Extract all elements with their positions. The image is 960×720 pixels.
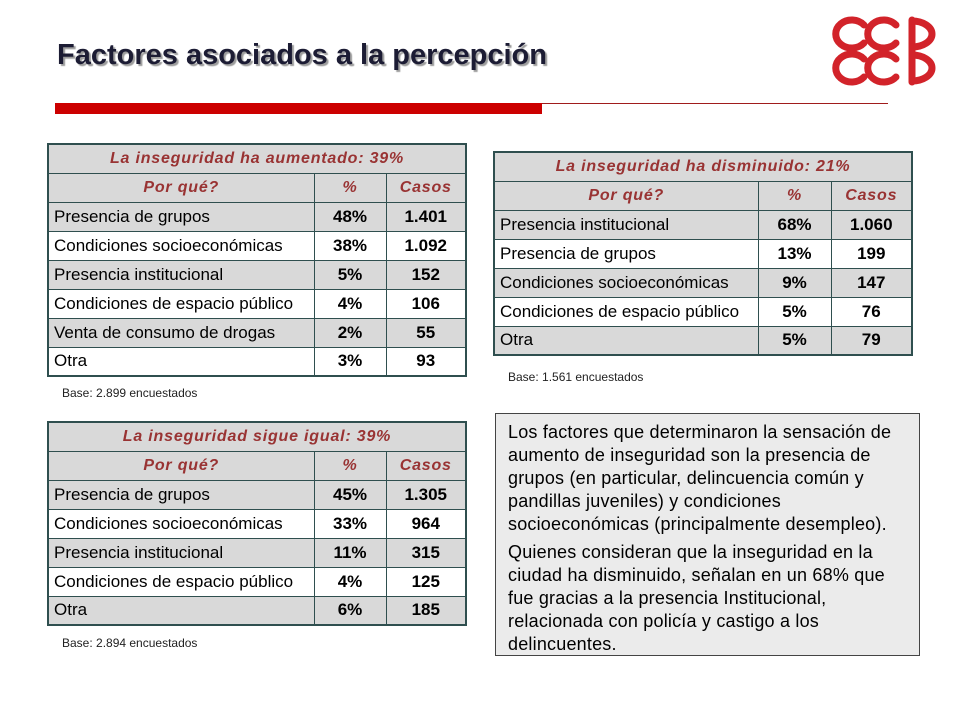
- table-row: Presencia institucional 11% 315: [47, 537, 467, 568]
- percent-cell: 11%: [313, 537, 387, 568]
- reason-cell: Otra: [47, 595, 315, 626]
- column-header-cases: Casos: [385, 172, 467, 203]
- table-title: La inseguridad ha aumentado: 39%: [47, 143, 467, 174]
- reason-cell: Condiciones socioeconómicas: [47, 508, 315, 539]
- cases-cell: 315: [385, 537, 467, 568]
- table-row: Presencia de grupos 45% 1.305: [47, 479, 467, 510]
- column-header-cases: Casos: [385, 450, 467, 481]
- table-title: La inseguridad ha disminuido: 21%: [493, 151, 913, 182]
- reason-cell: Presencia institucional: [47, 537, 315, 568]
- reason-cell: Condiciones de espacio público: [47, 288, 315, 319]
- table-sigue-igual: La inseguridad sigue igual: 39% Por qué?…: [47, 421, 467, 626]
- percent-cell: 5%: [757, 296, 832, 327]
- percent-cell: 68%: [757, 209, 832, 240]
- table-row: Otra 5% 79: [493, 325, 913, 356]
- cases-cell: 93: [385, 346, 467, 377]
- percent-cell: 9%: [757, 267, 832, 298]
- table-row: Condiciones socioeconómicas 38% 1.092: [47, 230, 467, 261]
- percent-cell: 4%: [313, 288, 387, 319]
- cases-cell: 152: [385, 259, 467, 290]
- table-row: Venta de consumo de drogas 2% 55: [47, 317, 467, 348]
- cases-cell: 55: [385, 317, 467, 348]
- reason-cell: Presencia institucional: [493, 209, 759, 240]
- ccb-logo-icon: [832, 16, 936, 86]
- cases-cell: 147: [830, 267, 913, 298]
- table-row: Condiciones de espacio público 4% 125: [47, 566, 467, 597]
- reason-cell: Presencia de grupos: [493, 238, 759, 269]
- reason-cell: Presencia institucional: [47, 259, 315, 290]
- reason-cell: Otra: [47, 346, 315, 377]
- percent-cell: 38%: [313, 230, 387, 261]
- cases-cell: 1.060: [830, 209, 913, 240]
- percent-cell: 13%: [757, 238, 832, 269]
- table-row: Condiciones de espacio público 5% 76: [493, 296, 913, 327]
- cases-cell: 1.401: [385, 201, 467, 232]
- column-header-percent: %: [313, 172, 387, 203]
- percent-cell: 45%: [313, 479, 387, 510]
- column-header-reason: Por qué?: [47, 172, 315, 203]
- base-note: Base: 2.899 encuestados: [62, 386, 198, 400]
- reason-cell: Condiciones socioeconómicas: [47, 230, 315, 261]
- note-paragraph: Los factores que determinaron la sensaci…: [508, 422, 892, 534]
- column-header-percent: %: [313, 450, 387, 481]
- cases-cell: 76: [830, 296, 913, 327]
- column-header-percent: %: [757, 180, 832, 211]
- reason-cell: Condiciones de espacio público: [47, 566, 315, 597]
- reason-cell: Presencia de grupos: [47, 201, 315, 232]
- note-paragraph: Quienes consideran que la inseguridad en…: [508, 542, 885, 654]
- reason-cell: Venta de consumo de drogas: [47, 317, 315, 348]
- reason-cell: Condiciones de espacio público: [493, 296, 759, 327]
- percent-cell: 48%: [313, 201, 387, 232]
- column-header-reason: Por qué?: [47, 450, 315, 481]
- table-row: Condiciones socioeconómicas 9% 147: [493, 267, 913, 298]
- cases-cell: 964: [385, 508, 467, 539]
- cases-cell: 185: [385, 595, 467, 626]
- reason-cell: Presencia de grupos: [47, 479, 315, 510]
- percent-cell: 5%: [757, 325, 832, 356]
- cases-cell: 1.092: [385, 230, 467, 261]
- percent-cell: 3%: [313, 346, 387, 377]
- percent-cell: 4%: [313, 566, 387, 597]
- slide-title: Factores asociados a la percepción: [57, 39, 547, 71]
- cases-cell: 79: [830, 325, 913, 356]
- cases-cell: 125: [385, 566, 467, 597]
- column-header-reason: Por qué?: [493, 180, 759, 211]
- title-underline-bar: [55, 103, 542, 114]
- table-aumentado: La inseguridad ha aumentado: 39% Por qué…: [47, 143, 467, 377]
- percent-cell: 5%: [313, 259, 387, 290]
- table-row: Presencia institucional 5% 152: [47, 259, 467, 290]
- base-note: Base: 1.561 encuestados: [508, 370, 644, 384]
- base-note: Base: 2.894 encuestados: [62, 636, 198, 650]
- cases-cell: 199: [830, 238, 913, 269]
- table-disminuido: La inseguridad ha disminuido: 21% Por qu…: [493, 151, 914, 356]
- percent-cell: 6%: [313, 595, 387, 626]
- table-row: Presencia de grupos 48% 1.401: [47, 201, 467, 232]
- column-header-cases: Casos: [830, 180, 913, 211]
- table-row: Condiciones de espacio público 4% 106: [47, 288, 467, 319]
- cases-cell: 106: [385, 288, 467, 319]
- percent-cell: 2%: [313, 317, 387, 348]
- table-row: Presencia institucional 68% 1.060: [493, 209, 913, 240]
- reason-cell: Condiciones socioeconómicas: [493, 267, 759, 298]
- summary-note: Los factores que determinaron la sensaci…: [495, 413, 920, 656]
- percent-cell: 33%: [313, 508, 387, 539]
- reason-cell: Otra: [493, 325, 759, 356]
- table-row: Otra 6% 185: [47, 595, 467, 626]
- cases-cell: 1.305: [385, 479, 467, 510]
- table-row: Otra 3% 93: [47, 346, 467, 377]
- title-rule-line: [542, 103, 888, 104]
- table-title: La inseguridad sigue igual: 39%: [47, 421, 467, 452]
- table-row: Presencia de grupos 13% 199: [493, 238, 913, 269]
- table-row: Condiciones socioeconómicas 33% 964: [47, 508, 467, 539]
